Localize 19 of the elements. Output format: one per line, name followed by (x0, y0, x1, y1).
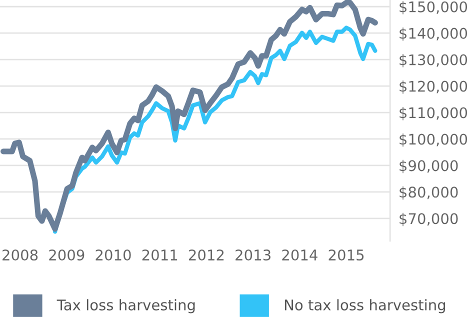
y-tick-label: $140,000 (400, 28, 468, 41)
x-tick-label: 2009 (49, 249, 84, 261)
x-tick-label: 2014 (282, 249, 318, 261)
x-tick-label: 2015 (328, 249, 364, 261)
x-tick-label: 2013 (236, 249, 270, 261)
y-tick-label: $150,000 (400, 1, 468, 14)
y-tick-label: $80,000 (400, 186, 458, 200)
x-tick-label: 2008 (2, 249, 38, 261)
y-tick-label: $120,000 (400, 80, 468, 94)
x-tick-label: 2012 (188, 249, 224, 261)
legend-label: No tax loss harvesting (284, 299, 446, 314)
x-tick-label: 2010 (96, 249, 131, 261)
y-tick-label: $70,000 (400, 212, 458, 226)
y-tick-label: $100,000 (400, 133, 468, 147)
legend-label: Tax loss harvesting (56, 299, 195, 314)
y-tick-label: $110,000 (400, 106, 468, 120)
y-tick-label: $130,000 (400, 54, 468, 68)
x-tick-label: 2011 (142, 249, 178, 261)
y-tick-label: $90,000 (400, 160, 458, 174)
